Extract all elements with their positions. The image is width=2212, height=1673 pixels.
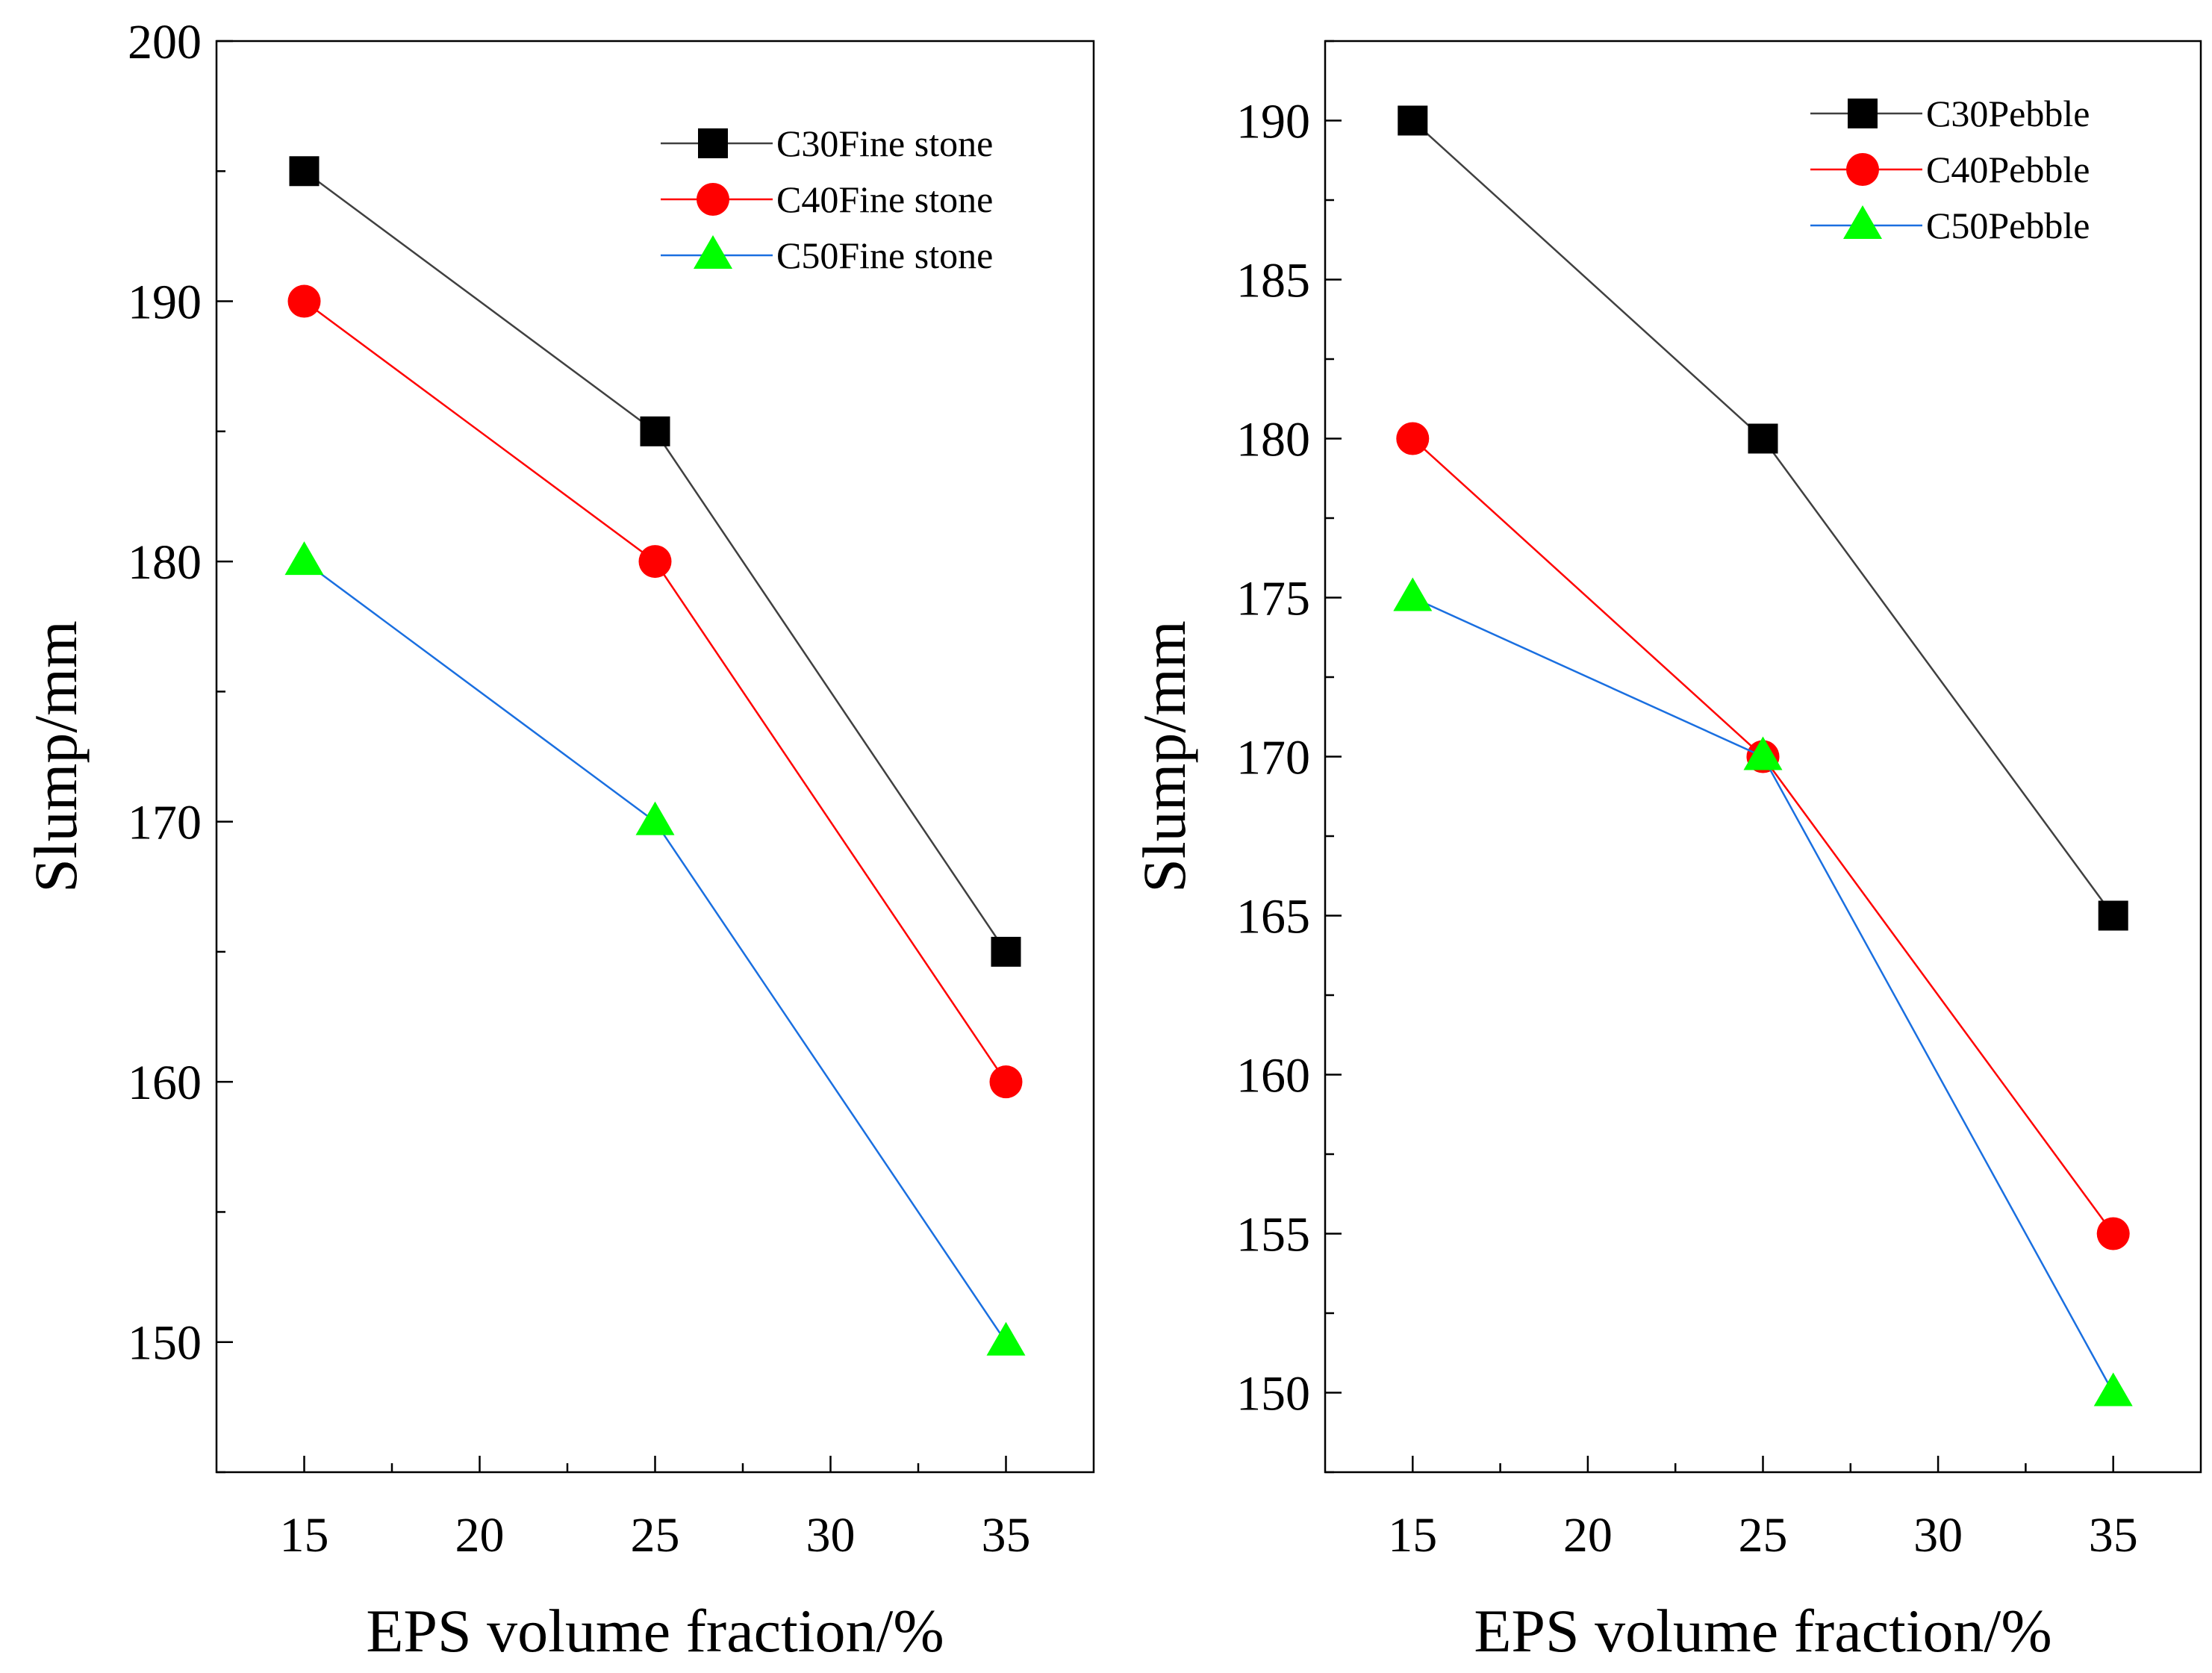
y-tick-label: 185 [1236, 254, 1310, 308]
data-point [1396, 422, 1430, 455]
x-tick-label: 15 [280, 1508, 329, 1563]
left-chart-fine-stone: 15 20 25 30 35 150 160 170 180 190 200 EPS volume f… [22, 15, 1095, 1665]
right-chart-pebble: 15 20 25 30 35 150 155 160 165 170 175 180 185 190 EPS… [1130, 40, 2202, 1665]
x-tick-label: 20 [1563, 1508, 1613, 1563]
legend-label: C50Fine stone [776, 234, 993, 276]
series-c50pebble [1393, 577, 2133, 1406]
legend-entry: C40Fine stone [661, 178, 993, 220]
data-point [287, 284, 321, 318]
series-line [1412, 437, 2114, 1235]
legend-entry: C30Fine stone [661, 122, 993, 164]
series-c50fine-stone [284, 541, 1026, 1356]
y-tick-label: 155 [1236, 1208, 1310, 1262]
x-tick-label: 35 [982, 1508, 1031, 1563]
data-point [1398, 105, 1428, 136]
data-point [989, 1065, 1023, 1099]
data-point [635, 801, 675, 835]
legend-entry: C50Pebble [1810, 205, 2090, 246]
data-point [2096, 1217, 2130, 1250]
legend-marker [698, 128, 728, 158]
x-axis-title: EPS volume fraction/% [366, 1597, 944, 1665]
data-point [1743, 736, 1783, 770]
y-axis-title: Slump/mm [1130, 620, 1198, 893]
data-point [2098, 900, 2128, 931]
x-axis-title: EPS volume fraction/% [1474, 1597, 2051, 1665]
x-tick-label: 20 [455, 1508, 505, 1563]
y-tick-label: 150 [128, 1316, 202, 1371]
legend-label: C40Pebble [1926, 149, 2090, 190]
legend-marker [697, 183, 729, 216]
legend-entry: C30Pebble [1810, 93, 2090, 134]
data-point [1393, 577, 1433, 611]
y-tick-label: 170 [1236, 731, 1310, 785]
x-tick-label: 25 [631, 1508, 680, 1563]
y-tick-label: 175 [1236, 572, 1310, 626]
legend-label: C30Fine stone [776, 122, 993, 164]
legend-marker [1846, 153, 1879, 186]
data-point [1748, 423, 1778, 454]
y-tick-label: 190 [128, 275, 202, 330]
series-c30pebble [1398, 105, 2128, 931]
y-tick-label: 160 [128, 1056, 202, 1110]
x-tick-label: 30 [806, 1508, 856, 1563]
y-tick-label: 160 [1236, 1049, 1310, 1103]
data-point [284, 541, 324, 576]
series-c40pebble [1396, 422, 2130, 1250]
legend-marker [1843, 205, 1882, 239]
legend-label: C40Fine stone [776, 178, 993, 220]
y-tick-label: 165 [1236, 890, 1310, 944]
legend-marker [1848, 99, 1878, 128]
legend-label: C30Pebble [1926, 93, 2090, 134]
legend-label: C50Pebble [1926, 205, 2090, 246]
x-tick-label: 35 [2089, 1508, 2138, 1563]
y-axis-title: Slump/mm [22, 620, 90, 893]
legend-entry: C40Pebble [1810, 149, 2090, 190]
data-point [2093, 1372, 2133, 1406]
y-tick-label: 200 [128, 15, 202, 69]
data-point [638, 545, 672, 579]
y-tick-label: 180 [1236, 413, 1310, 467]
series-line [303, 561, 1007, 1343]
y-tick-label: 170 [128, 796, 202, 850]
data-point [986, 1321, 1026, 1356]
x-tick-label: 15 [1388, 1508, 1437, 1563]
data-point [991, 936, 1021, 967]
y-tick-label: 180 [128, 535, 202, 590]
legend-marker [694, 235, 732, 269]
y-tick-label: 150 [1236, 1367, 1310, 1421]
x-tick-label: 25 [1739, 1508, 1788, 1563]
legend-entry: C50Fine stone [661, 234, 993, 276]
x-tick-label: 30 [1913, 1508, 1963, 1563]
series-c30fine-stone [289, 156, 1021, 967]
y-tick-label: 190 [1236, 95, 1310, 149]
data-point [289, 156, 320, 187]
series-c40fine-stone [287, 284, 1023, 1099]
data-point [640, 416, 670, 446]
series-line [1412, 596, 2114, 1394]
